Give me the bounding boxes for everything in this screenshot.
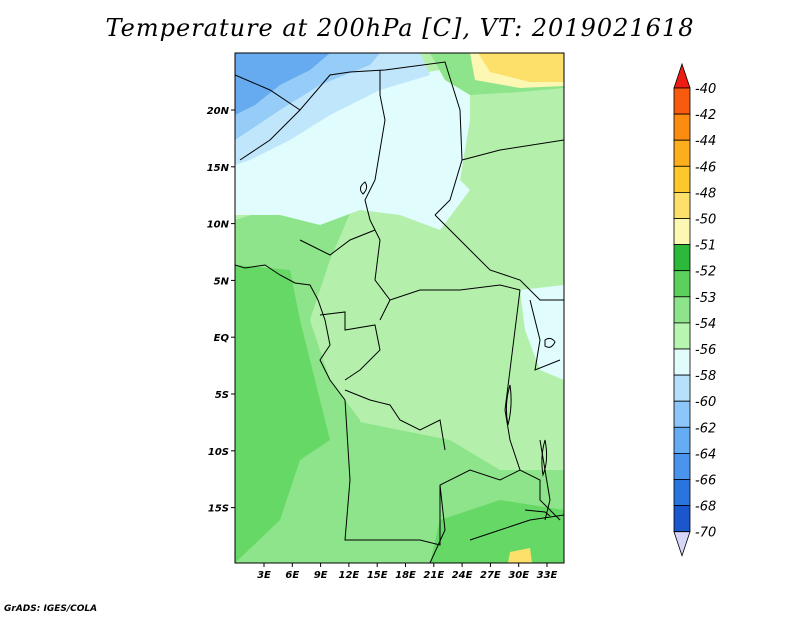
field-pale-cyan-east <box>520 285 564 380</box>
colorbar-label: -60 <box>695 395 716 410</box>
map-title: Temperature at 200hPa [C], VT: 201902161… <box>105 14 695 42</box>
colorbar-swatch <box>673 165 691 193</box>
lon-tick-label: 6E <box>285 570 299 581</box>
colorbar-swatch <box>673 479 691 507</box>
boundary-gabon <box>319 311 381 381</box>
lon-tick-label: 21E <box>423 570 444 581</box>
colorbar-swatch <box>673 400 691 428</box>
lake-tanganyika <box>505 384 512 426</box>
colorbar-swatch <box>673 270 691 298</box>
boundary-zambia-south <box>429 484 446 563</box>
map-frame <box>234 52 565 564</box>
lat-tick-label: 15S <box>208 504 229 515</box>
lake-kariba <box>524 509 551 517</box>
lon-tick-label: 12E <box>339 570 360 581</box>
lat-tick-label: 10S <box>208 447 229 458</box>
colorbar-swatch <box>673 322 691 350</box>
field-yellow-southeast <box>508 548 532 563</box>
colorbar-label: -58 <box>695 369 716 384</box>
field-dark-blue-corner <box>235 53 330 115</box>
lat-tick-label: 5N <box>214 276 230 287</box>
colorbar-label: -56 <box>695 343 716 358</box>
lake-malawi <box>541 439 548 477</box>
colorbar-swatch <box>673 218 691 246</box>
boundary-uganda-kenya <box>529 299 561 371</box>
colorbar-label: -50 <box>695 213 716 228</box>
colorbar-swatch <box>673 87 691 115</box>
temperature-field <box>235 53 564 563</box>
lake-chad <box>359 181 368 195</box>
colorbar-label: -46 <box>695 160 716 175</box>
colorbar-swatch <box>673 113 691 141</box>
lat-tick-label: EQ <box>214 333 230 344</box>
lon-tick-label: 33E <box>537 570 558 581</box>
colorbar-label: -42 <box>695 108 716 123</box>
country-boundaries <box>235 61 564 563</box>
colorbar-label: -52 <box>695 265 716 280</box>
field-yellow-northeast <box>478 53 564 82</box>
boundary-car <box>434 214 564 301</box>
colorbar-swatch <box>673 374 691 402</box>
coastline-west <box>235 264 346 401</box>
colorbar-swatch <box>673 452 691 480</box>
colorbar-swatch <box>673 244 691 272</box>
lat-tick-label: 15N <box>207 163 230 174</box>
boundary-northwest <box>239 109 301 161</box>
colorbar: -40 -42 -44 -46 -48 -50 -51 -52 -53 -54 -56 -58 -60 -… <box>673 62 716 557</box>
colorbar-bottom-arrow <box>673 531 691 557</box>
colorbar-swatch <box>673 426 691 454</box>
lat-tick-label: 5S <box>215 390 229 401</box>
boundary-north <box>235 61 463 216</box>
colorbar-label: -51 <box>695 239 716 254</box>
colorbar-label: -54 <box>695 317 716 332</box>
boundary-sudan <box>461 139 564 161</box>
boundary-congo-north <box>389 284 521 301</box>
colorbar-label: -48 <box>695 186 716 201</box>
lon-tick-label: 24E <box>452 570 473 581</box>
boundary-nigeria <box>299 229 376 256</box>
colorbar-swatch <box>673 505 691 533</box>
colorbar-swatch <box>673 348 691 376</box>
lon-tick-label: 18E <box>395 570 416 581</box>
lon-tick-label: 27E <box>480 570 501 581</box>
grads-credit: GrADS: IGES/COLA <box>4 604 98 614</box>
lake-victoria <box>544 337 556 348</box>
boundary-drc-south <box>344 389 446 451</box>
colorbar-label: -68 <box>695 500 716 515</box>
field-light-green-east <box>460 70 564 200</box>
lon-tick-label: 3E <box>257 570 271 581</box>
colorbar-label: -40 <box>695 82 716 97</box>
lakes <box>359 181 556 517</box>
boundary-east-lakes <box>504 289 521 471</box>
colorbar-swatch <box>673 296 691 324</box>
lat-tick-label: 10N <box>207 220 230 231</box>
longitude-ticks: 3E 6E 9E 12E 15E 18E 21E 24E 27E 30E 33E <box>257 563 558 581</box>
field-light-green <box>320 230 564 480</box>
lat-tick-label: 20N <box>207 106 230 117</box>
colorbar-top-arrow <box>673 62 691 89</box>
colorbar-label: -62 <box>695 421 716 436</box>
colorbar-label: -53 <box>695 291 716 306</box>
latitude-ticks: 20N 15N 10N 5N EQ 5S 10S 15S <box>207 106 235 515</box>
colorbar-label: -70 <box>695 526 716 541</box>
boundary-central <box>364 70 391 321</box>
lon-tick-label: 15E <box>367 570 388 581</box>
lon-tick-label: 30E <box>508 570 529 581</box>
colorbar-swatch <box>673 139 691 167</box>
colorbar-label: -64 <box>695 447 716 462</box>
colorbar-label: -66 <box>695 474 716 489</box>
colorbar-swatch <box>673 191 691 219</box>
lon-tick-label: 9E <box>314 570 328 581</box>
boundary-zimbabwe <box>469 514 564 541</box>
field-darker-green-atlantic <box>235 265 330 563</box>
colorbar-label: -44 <box>695 134 716 149</box>
